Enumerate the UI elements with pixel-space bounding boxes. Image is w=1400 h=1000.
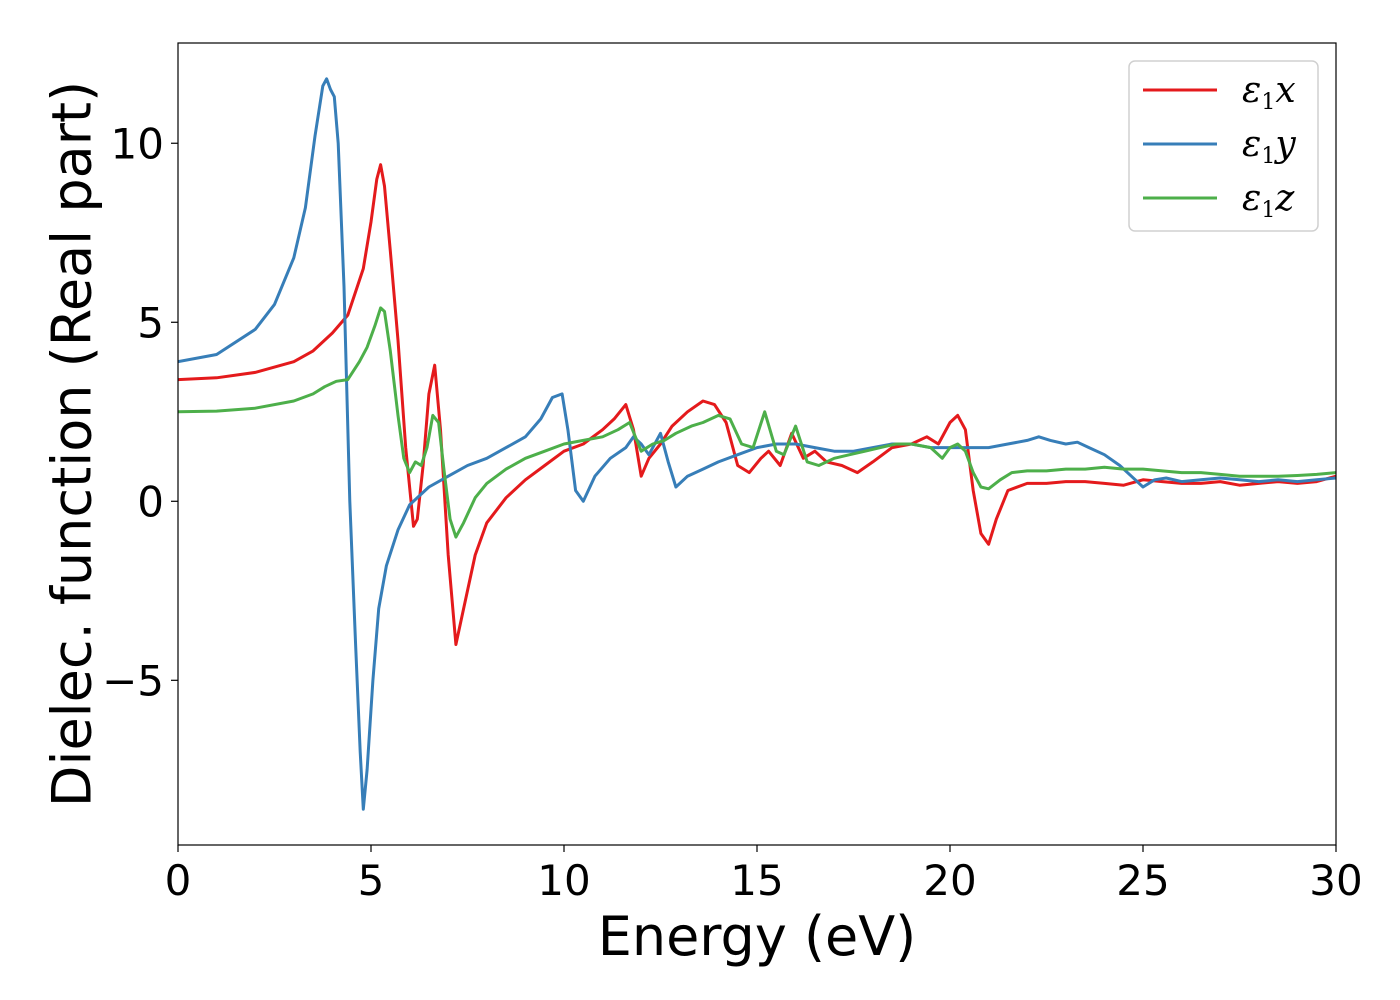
x-tick-label: 25 [1116,856,1169,905]
series-line-z [178,306,1336,539]
legend-label-x: ε1x [1242,70,1296,115]
x-tick-label: 0 [165,856,192,905]
x-axis-title: Energy (eV) [598,905,917,968]
y-tick-label: −5 [102,656,164,705]
plot-area [178,77,1336,811]
legend: ε1x ε1y ε1z [1128,60,1319,232]
series-line-x [178,163,1336,646]
x-tick-label: 15 [730,856,783,905]
x-tick-label: 30 [1309,856,1362,905]
y-axis-title: Dielec. function (Real part) [41,81,104,807]
legend-label-z: ε1z [1242,178,1295,223]
series-line-y [178,77,1336,811]
x-tick-label: 20 [923,856,976,905]
axes: 0 5 10 15 20 25 30 −5 0 5 10 [102,42,1363,905]
y-tick-label: 0 [137,477,164,526]
x-tick-label: 5 [358,856,385,905]
y-tick-label: 5 [137,298,164,347]
x-tick-label: 10 [537,856,590,905]
y-tick-label: 10 [111,119,164,168]
legend-label-y: ε1y [1242,124,1296,169]
legend-box [1128,60,1319,232]
